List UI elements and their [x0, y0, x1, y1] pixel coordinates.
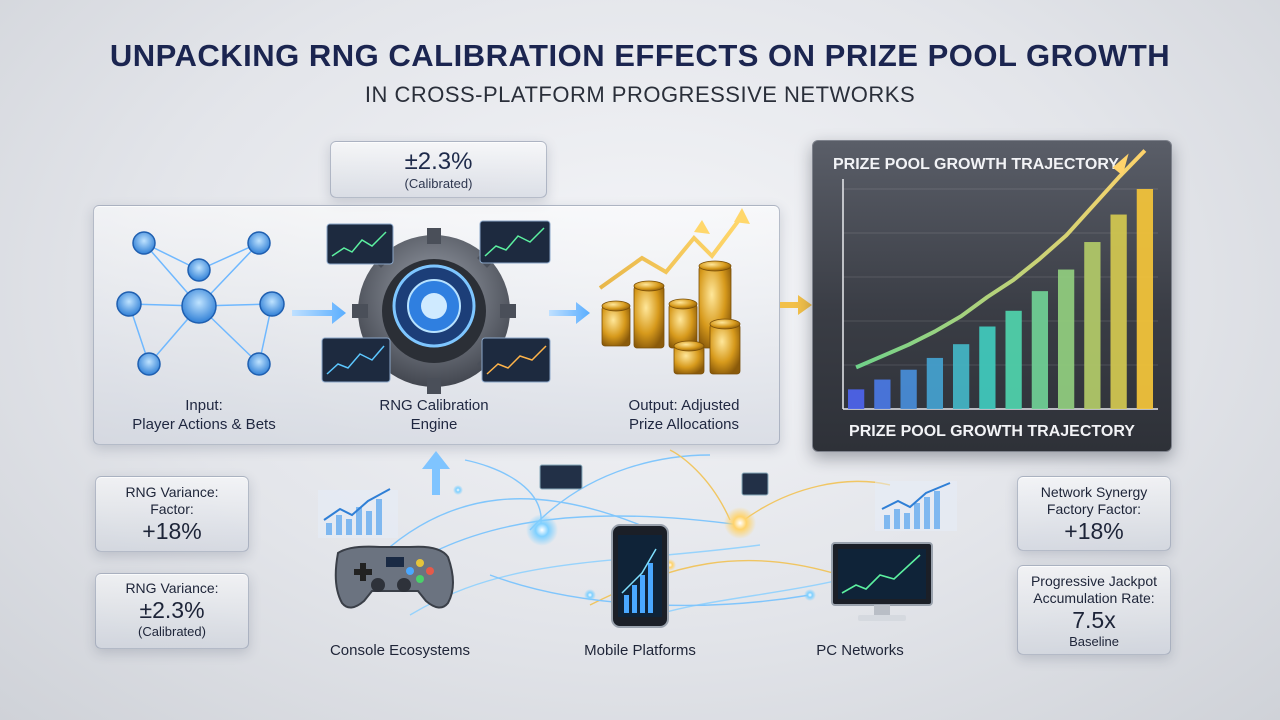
player-nodes	[116, 231, 285, 376]
mini-bar-chart-icon	[318, 488, 398, 538]
platform-network	[318, 449, 957, 628]
chart-title-bottom: PRIZE POOL GROWTH TRAJECTORY	[849, 423, 1135, 440]
mini-chart-icons	[321, 220, 551, 383]
stat-value: +18%	[1064, 518, 1124, 544]
growth-arrow-head-icon	[734, 208, 750, 224]
rng-flow-panel: Input: Player Actions & Bets RNG Calibrat…	[93, 205, 780, 445]
gamepad-icon	[334, 545, 454, 609]
calibration-value: ±2.3%	[404, 148, 473, 175]
output-label: Output: Adjusted Prize Allocations	[628, 397, 740, 433]
stat-value: +18%	[142, 518, 202, 544]
growth-chart	[842, 149, 1158, 410]
growth-bar	[1031, 291, 1049, 409]
stat-jackpot-accumulation: Progressive Jackpot Accumulation Rate: 7…	[1017, 565, 1171, 655]
arrow-to-chart-icon	[780, 295, 812, 315]
stat-rng-variance-factor: RNG Variance: Factor: +18%	[95, 476, 249, 552]
stat-network-synergy: Network Synergy Factory Factor: +18%	[1017, 476, 1171, 551]
page-subtitle: IN CROSS-PLATFORM PROGRESSIVE NETWORKS	[364, 82, 916, 107]
platform-label-mobile: Mobile Platforms	[584, 642, 696, 659]
growth-line-icon	[598, 214, 744, 290]
growth-chart-panel: PRIZE POOL GROWTH TRAJECTORY PRIZE POOL …	[812, 140, 1172, 452]
stat-value: 7.5x	[1072, 607, 1116, 633]
trend-arrow-head-icon	[1112, 153, 1129, 176]
growth-bar	[1084, 242, 1101, 409]
arrow-right-icon	[292, 302, 346, 324]
coin-stacks-icon	[601, 260, 741, 375]
growth-bar	[952, 344, 970, 409]
rng-engine-gear-icon	[352, 228, 516, 394]
smartphone-icon	[611, 524, 669, 628]
growth-bar	[847, 389, 865, 409]
monitor-icon	[831, 542, 933, 621]
platform-label-pc: PC Networks	[816, 642, 904, 659]
calibration-note: (Calibrated)	[404, 176, 473, 191]
chart-title-top: PRIZE POOL GROWTH TRAJECTORY	[833, 156, 1119, 173]
trend-line	[855, 149, 1147, 370]
platform-label-console: Console Ecosystems	[329, 642, 471, 659]
stat-rng-variance-calibrated: RNG Variance: ±2.3% (Calibrated)	[95, 573, 249, 649]
arrow-right-icon-2	[549, 302, 590, 324]
growth-bar	[1136, 189, 1154, 409]
growth-bar	[926, 357, 944, 409]
stat-value: ±2.3%	[139, 597, 205, 623]
growth-bar	[979, 326, 996, 409]
flow-diagram	[116, 208, 750, 394]
calibration-box: ±2.3% (Calibrated)	[330, 141, 547, 198]
up-arrow-icon	[422, 451, 450, 495]
engine-label: RNG Calibration Engine	[379, 397, 489, 433]
growth-bar	[900, 369, 917, 409]
input-label: Input: Player Actions & Bets	[132, 397, 276, 433]
growth-bar	[1005, 310, 1022, 409]
growth-bar	[1110, 214, 1127, 409]
page-title: UNPACKING RNG CALIBRATION EFFECTS ON PRI…	[109, 38, 1171, 73]
growth-bar	[1057, 269, 1075, 409]
mini-bar-chart-icon-2	[875, 481, 957, 531]
growth-bar	[874, 379, 891, 409]
